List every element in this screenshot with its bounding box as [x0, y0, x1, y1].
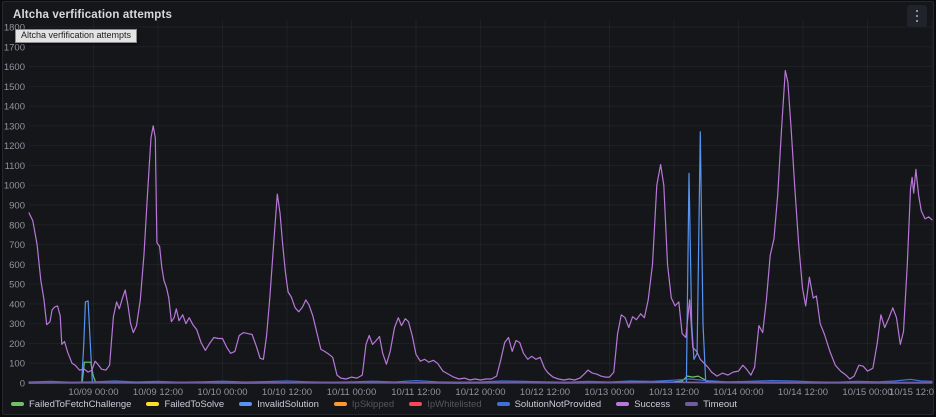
y-tick-label: 200 — [9, 339, 25, 350]
y-tick-label: 600 — [9, 260, 25, 271]
x-tick-label: 10/10 12:00 — [262, 387, 312, 398]
y-tick-label: 100 — [9, 359, 25, 370]
y-tick-label: 0 — [20, 379, 25, 390]
legend-label: IpSkipped — [351, 398, 395, 410]
x-tick-label: 10/12 12:00 — [520, 387, 570, 398]
kebab-menu-icon — [915, 9, 919, 23]
legend-label: InvalidSolution — [257, 398, 319, 410]
y-tick-label: 1400 — [4, 102, 25, 113]
x-tick-label: 10/10 00:00 — [197, 387, 247, 398]
x-tick-label: 10/12 00:00 — [455, 387, 505, 398]
y-tick-label: 500 — [9, 280, 25, 291]
legend-swatch-icon — [496, 402, 510, 406]
legend-item-FailedToSolve[interactable]: FailedToSolve — [146, 399, 224, 410]
y-tick-label: 1200 — [4, 141, 25, 152]
legend-swatch-icon — [685, 402, 699, 406]
legend-swatch-icon — [616, 402, 630, 406]
panel-header[interactable]: Altcha verfification attempts — [3, 2, 933, 28]
y-axis: 0 100 200 300 400 500 600 700 800 900 1000 1100 1200… — [4, 23, 25, 390]
x-tick-label: 10/09 12:00 — [133, 387, 183, 398]
x-tick-label: 10/14 00:00 — [713, 387, 763, 398]
legend-item-Success[interactable]: Success — [616, 399, 670, 410]
y-tick-label: 1600 — [4, 62, 25, 73]
x-tick-label: 10/11 12:00 — [391, 387, 440, 398]
y-tick-label: 1500 — [4, 82, 25, 93]
x-axis: 10/09 00:00 10/09 12:00 10/10 00:00 10/10 1… — [68, 387, 934, 398]
legend-label: Success — [634, 398, 671, 410]
title-hover-tooltip: Altcha verfification attempts — [15, 29, 138, 43]
series-line-Success — [28, 69, 933, 381]
legend-swatch-icon — [146, 402, 160, 406]
grid-lines — [29, 20, 933, 384]
legend-item-InvalidSolution[interactable]: InvalidSolution — [239, 399, 319, 410]
legend-swatch-icon — [11, 402, 24, 406]
y-tick-label: 400 — [9, 299, 25, 310]
x-tick-label: 10/13 00:00 — [584, 387, 634, 398]
x-tick-label: 10/11 00:00 — [327, 387, 376, 398]
y-tick-label: 1300 — [4, 121, 25, 132]
y-tick-label: 300 — [9, 319, 25, 330]
legend-label: FailedToSolve — [164, 398, 225, 410]
legend-item-IpSkipped[interactable]: IpSkipped — [333, 398, 395, 410]
x-tick-label: 10/15 12:0 — [889, 387, 934, 398]
y-tick-label: 1100 — [5, 161, 25, 172]
legend-swatch-icon — [239, 402, 253, 406]
x-tick-label: 10/13 12:00 — [649, 387, 699, 398]
legend-item-Timeout[interactable]: Timeout — [685, 399, 737, 410]
legend-label: SolutionNotProvided — [514, 398, 602, 410]
y-tick-label: 800 — [9, 220, 25, 231]
panel-title: Altcha verfification attempts — [13, 9, 172, 21]
legend-item-FailedToFetchChallenge[interactable]: FailedToFetchChallenge — [11, 399, 131, 410]
x-tick-label: 10/09 00:00 — [68, 387, 118, 398]
x-tick-label: 10/15 00:00 — [842, 387, 892, 398]
legend-label: IpWhitelisted — [427, 398, 482, 410]
y-tick-label: 1000 — [4, 181, 25, 192]
chart-canvas[interactable]: 0 100 200 300 400 500 600 700 800 900 1000 1100 1200… — [3, 2, 935, 415]
legend-label: Timeout — [703, 398, 738, 410]
chart-legend: FailedToFetchChallenge FailedToSolve Inval… — [11, 397, 737, 411]
legend-swatch-icon — [333, 402, 347, 406]
legend-label: FailedToFetchChallenge — [29, 398, 132, 410]
y-tick-label: 1700 — [4, 42, 25, 53]
x-tick-label: 10/14 12:00 — [778, 387, 828, 398]
y-tick-label: 700 — [9, 240, 25, 251]
legend-swatch-icon — [409, 402, 423, 406]
y-tick-label: 1800 — [4, 23, 25, 34]
series-lines — [28, 69, 933, 384]
legend-item-SolutionNotProvided[interactable]: SolutionNotProvided — [496, 398, 602, 410]
legend-item-IpWhitelisted[interactable]: IpWhitelisted — [409, 398, 482, 410]
y-tick-label: 900 — [9, 201, 25, 212]
panel-menu-button[interactable] — [907, 5, 927, 27]
